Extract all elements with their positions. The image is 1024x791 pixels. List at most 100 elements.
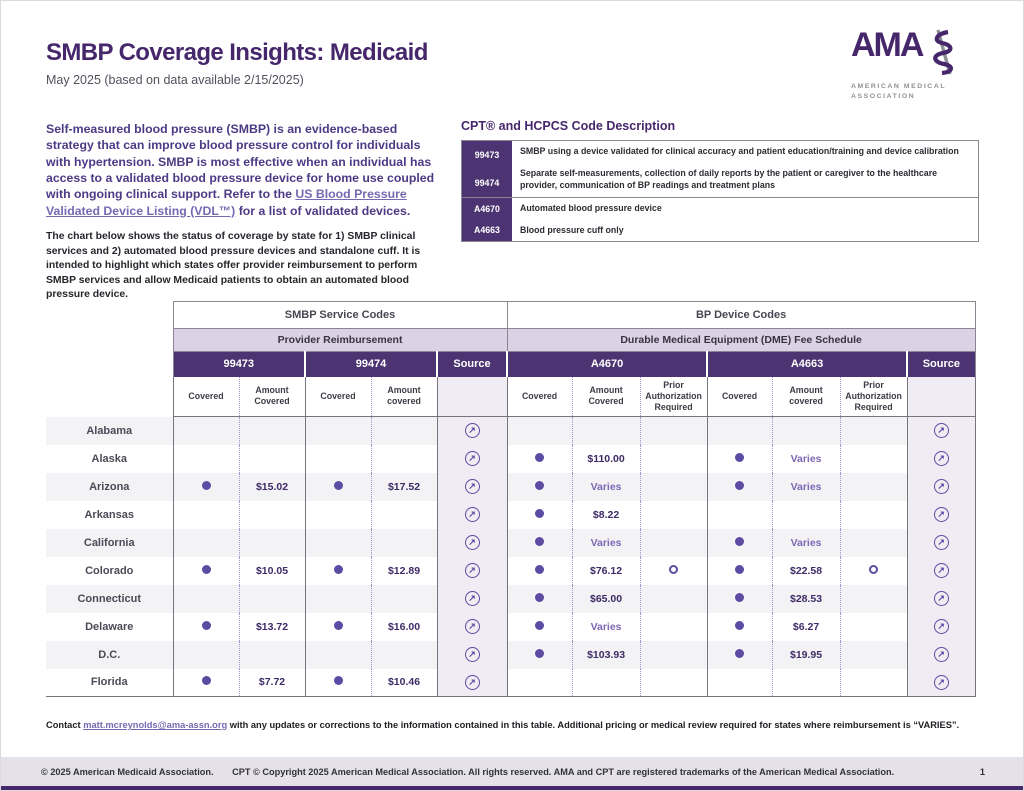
prior-auth-cell (839, 416, 908, 445)
contact-email-link[interactable]: matt.mcreynolds@ama-assn.org (83, 720, 228, 730)
footer-copyright: © 2025 American Medicaid Association. CP… (41, 767, 894, 777)
covered-cell (304, 528, 371, 557)
amount-cell (370, 640, 437, 669)
vdl-link[interactable]: US Blood Pressure Validated Device Listi… (46, 187, 407, 218)
source-link-icon[interactable]: ↗ (933, 451, 949, 466)
covered-dot-icon (201, 564, 211, 574)
covered-cell (172, 584, 239, 613)
amount-cell (370, 584, 437, 613)
source-link-icon[interactable]: ↗ (464, 507, 480, 522)
source-link-icon[interactable]: ↗ (464, 674, 480, 690)
prior-auth-cell (839, 500, 908, 529)
page-subtitle: May 2025 (based on data available 2/15/2… (46, 73, 304, 87)
amount-cell: Varies (771, 444, 841, 473)
group-header-bp-device: BP Device Codes (506, 301, 976, 329)
covered-dot-icon (333, 676, 343, 686)
contact-text-after: with any updates or corrections to the i… (227, 720, 960, 730)
covered-cell (506, 584, 573, 613)
covered-dot-icon (735, 452, 745, 462)
covered-cell (706, 640, 773, 669)
footer-bar: © 2025 American Medicaid Association. CP… (1, 757, 1023, 786)
source-cell: ↗ (906, 556, 976, 585)
covered-cell (172, 556, 239, 585)
ama-logo-text: AMA (851, 26, 924, 64)
source-link-icon[interactable]: ↗ (933, 674, 949, 690)
amount-cell: $17.52 (370, 472, 437, 501)
band-header-provider-reimbursement: Provider Reimbursement (172, 328, 508, 352)
covered-cell (172, 640, 239, 669)
state-row: Alabama ↗ ↗ (46, 416, 976, 445)
covered-cell (304, 640, 371, 669)
covered-dot-icon (333, 564, 343, 574)
covered-cell (172, 668, 239, 697)
covered-cell (172, 444, 239, 473)
state-row: California ↗ Varies Varies ↗ (46, 528, 976, 557)
source-link-icon[interactable]: ↗ (933, 423, 949, 439)
sub-header-covered: Covered (506, 376, 573, 417)
source-link-icon[interactable]: ↗ (933, 591, 949, 606)
prior-auth-cell (839, 472, 908, 501)
prior-auth-cell (839, 528, 908, 557)
sub-header-amount: Amount Covered (571, 376, 641, 417)
amount-cell: Varies (571, 528, 641, 557)
code-header-99473: 99473 (172, 351, 305, 377)
source-link-icon[interactable]: ↗ (933, 507, 949, 522)
amount-cell: $65.00 (571, 584, 641, 613)
covered-cell (506, 668, 573, 697)
covered-dot-icon (735, 648, 745, 658)
amount-cell: Varies (571, 472, 641, 501)
source-link-icon[interactable]: ↗ (464, 591, 480, 606)
prior-auth-circle-icon (869, 564, 879, 574)
source-link-icon[interactable]: ↗ (464, 535, 480, 550)
amount-cell (571, 668, 641, 697)
amount-cell (771, 500, 841, 529)
source-link-icon[interactable]: ↗ (933, 535, 949, 550)
state-name: Arizona (46, 472, 173, 501)
covered-cell (172, 500, 239, 529)
source-link-icon[interactable]: ↗ (933, 563, 949, 578)
amount-cell: Varies (771, 528, 841, 557)
state-name: Connecticut (46, 584, 173, 613)
source-link-icon[interactable]: ↗ (933, 619, 949, 634)
source-link-icon[interactable]: ↗ (933, 479, 949, 494)
source-link-icon[interactable]: ↗ (464, 451, 480, 466)
state-name: Arkansas (46, 500, 173, 529)
covered-cell (304, 416, 371, 445)
state-row: Arkansas ↗ $8.22 ↗ (46, 500, 976, 529)
source-link-icon[interactable]: ↗ (464, 647, 480, 662)
source-cell: ↗ (906, 668, 976, 697)
source-link-icon[interactable]: ↗ (464, 423, 480, 439)
prior-auth-cell (639, 500, 708, 529)
amount-cell (238, 584, 305, 613)
source-header: Source (435, 351, 508, 377)
covered-cell (506, 444, 573, 473)
footer-copyright-cpt: CPT © Copyright 2025 American Medical As… (232, 766, 895, 777)
code-header-a4670: A4670 (506, 351, 708, 377)
source-link-icon[interactable]: ↗ (933, 647, 949, 662)
source-link-icon[interactable]: ↗ (464, 479, 480, 494)
state-name: D.C. (46, 640, 173, 669)
covered-cell (506, 500, 573, 529)
sub-header-row: Covered Amount Covered Covered Amount co… (46, 376, 976, 417)
amount-cell (370, 500, 437, 529)
title-block: SMBP Coverage Insights: Medicaid May 202… (46, 39, 428, 87)
prior-auth-cell (839, 668, 908, 697)
sub-header-source-spacer (906, 376, 976, 417)
source-cell: ↗ (436, 472, 508, 501)
code-header-a4663: A4663 (706, 351, 908, 377)
covered-cell (706, 416, 773, 445)
source-cell: ↗ (436, 444, 508, 473)
covered-dot-icon (535, 508, 545, 518)
page-number: 1 (979, 766, 985, 777)
source-cell: ↗ (436, 500, 508, 529)
sub-header-prior-auth: Prior Authorization Required (839, 376, 908, 417)
contact-text: Contact (46, 720, 84, 730)
source-link-icon[interactable]: ↗ (464, 563, 480, 578)
amount-cell: $110.00 (571, 444, 641, 473)
prior-auth-cell (639, 640, 708, 669)
state-column-spacer (46, 302, 173, 417)
contact-note: Contact matt.mcreynolds@ama-assn.org wit… (46, 720, 981, 730)
source-link-icon[interactable]: ↗ (464, 619, 480, 634)
amount-cell: Varies (571, 612, 641, 641)
sub-header-amount: Amount covered (370, 376, 437, 417)
